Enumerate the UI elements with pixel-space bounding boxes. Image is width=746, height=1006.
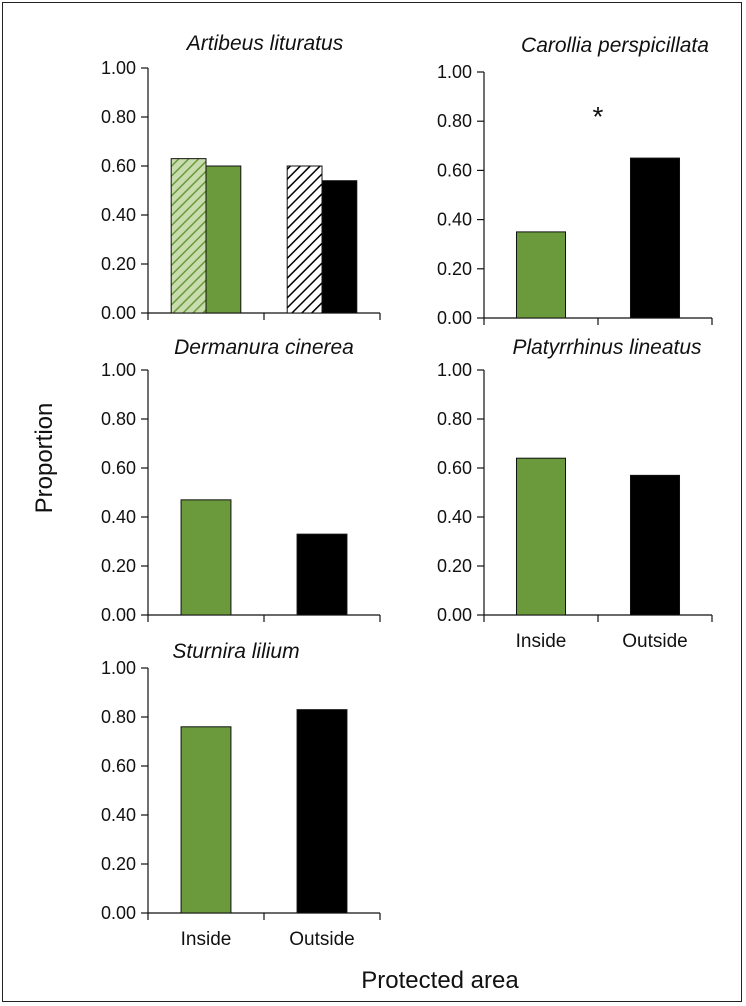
chart-panel-3: Dermanura cinerea 0.00 0.20 0.40 0.60 0.80 1.0…: [101, 336, 381, 625]
bar-inside: [515, 457, 567, 616]
chart-panel-4: Platyrrhinus lineatus 0.00 0.20 0.40 0.60 0.8…: [437, 336, 713, 652]
y-tick-label: 0.20: [437, 259, 472, 279]
bar-outside: [296, 709, 348, 914]
y-tick-label: 0.00: [437, 605, 472, 625]
x-category-label: Outside: [289, 929, 354, 950]
y-tick-label: 0.60: [101, 458, 136, 478]
y-tick-label: 0.00: [101, 303, 136, 323]
bar-inside: [180, 499, 232, 616]
significance-annotation: *: [593, 101, 604, 132]
y-tick-label: 0.40: [101, 507, 136, 527]
bar-inside-solid: [205, 165, 242, 314]
y-axis-title: Proportion: [31, 403, 58, 514]
y-tick-label: 0.40: [101, 205, 136, 225]
y-tick-label: 0.20: [101, 254, 136, 274]
y-tick-label: 0.80: [101, 409, 136, 429]
x-category-label: Inside: [516, 631, 567, 652]
y-tick-label: 0.20: [101, 556, 136, 576]
y-tick-label: 0.80: [437, 409, 472, 429]
y-tick-label: 0.00: [101, 605, 136, 625]
y-tick-label: 0.20: [101, 854, 136, 874]
y-tick-label: 0.40: [101, 805, 136, 825]
y-tick-label: 0.80: [437, 111, 472, 131]
panel-title: Carollia perspicillata: [521, 34, 709, 57]
y-tick-label: 1.00: [101, 360, 136, 380]
chart-panels: Artibeus lituratus 0.00 0.20 0.40 0.60 0.80 1.…: [101, 32, 713, 950]
bar-outside-hatched: [286, 165, 323, 314]
x-category-label: Outside: [622, 631, 687, 652]
y-tick-label: 1.00: [101, 658, 136, 678]
panel-title: Sturnira lilium: [172, 640, 299, 663]
y-tick-label: 0.60: [437, 160, 472, 180]
bar-outside: [629, 474, 681, 616]
panel-title: Platyrrhinus lineatus: [512, 336, 702, 359]
y-tick-label: 0.00: [101, 903, 136, 923]
y-tick-label: 0.40: [437, 507, 472, 527]
panel-title: Dermanura cinerea: [174, 336, 354, 359]
x-category-label: Inside: [181, 929, 232, 950]
chart-panel-1: Artibeus lituratus 0.00 0.20 0.40 0.60 0.80 1.…: [101, 32, 381, 323]
bar-inside: [180, 726, 232, 914]
y-tick-label: 0.60: [101, 756, 136, 776]
x-axis-title: Protected area: [361, 967, 519, 994]
y-tick-label: 0.00: [437, 308, 472, 328]
chart-panel-2: Carollia perspicillata 0.00 0.20 0.40 0.60 0.…: [437, 34, 713, 328]
bar-outside: [629, 157, 681, 319]
y-tick-label: 1.00: [437, 360, 472, 380]
y-tick-label: 0.80: [101, 707, 136, 727]
bar-outside: [296, 533, 348, 616]
panel-title: Artibeus lituratus: [185, 32, 344, 55]
y-tick-label: 0.60: [101, 156, 136, 176]
y-tick-label: 1.00: [437, 62, 472, 82]
y-tick-label: 0.80: [101, 107, 136, 127]
y-tick-label: 0.60: [437, 458, 472, 478]
y-tick-label: 1.00: [101, 58, 136, 78]
chart-panel-5: Sturnira lilium 0.00 0.20 0.40 0.60 0.80 1.00 I…: [101, 640, 381, 950]
bar-inside-hatched: [170, 158, 207, 314]
y-tick-label: 0.40: [437, 210, 472, 230]
bar-inside: [515, 231, 567, 319]
y-tick-label: 0.20: [437, 556, 472, 576]
bar-outside-solid: [321, 180, 358, 314]
